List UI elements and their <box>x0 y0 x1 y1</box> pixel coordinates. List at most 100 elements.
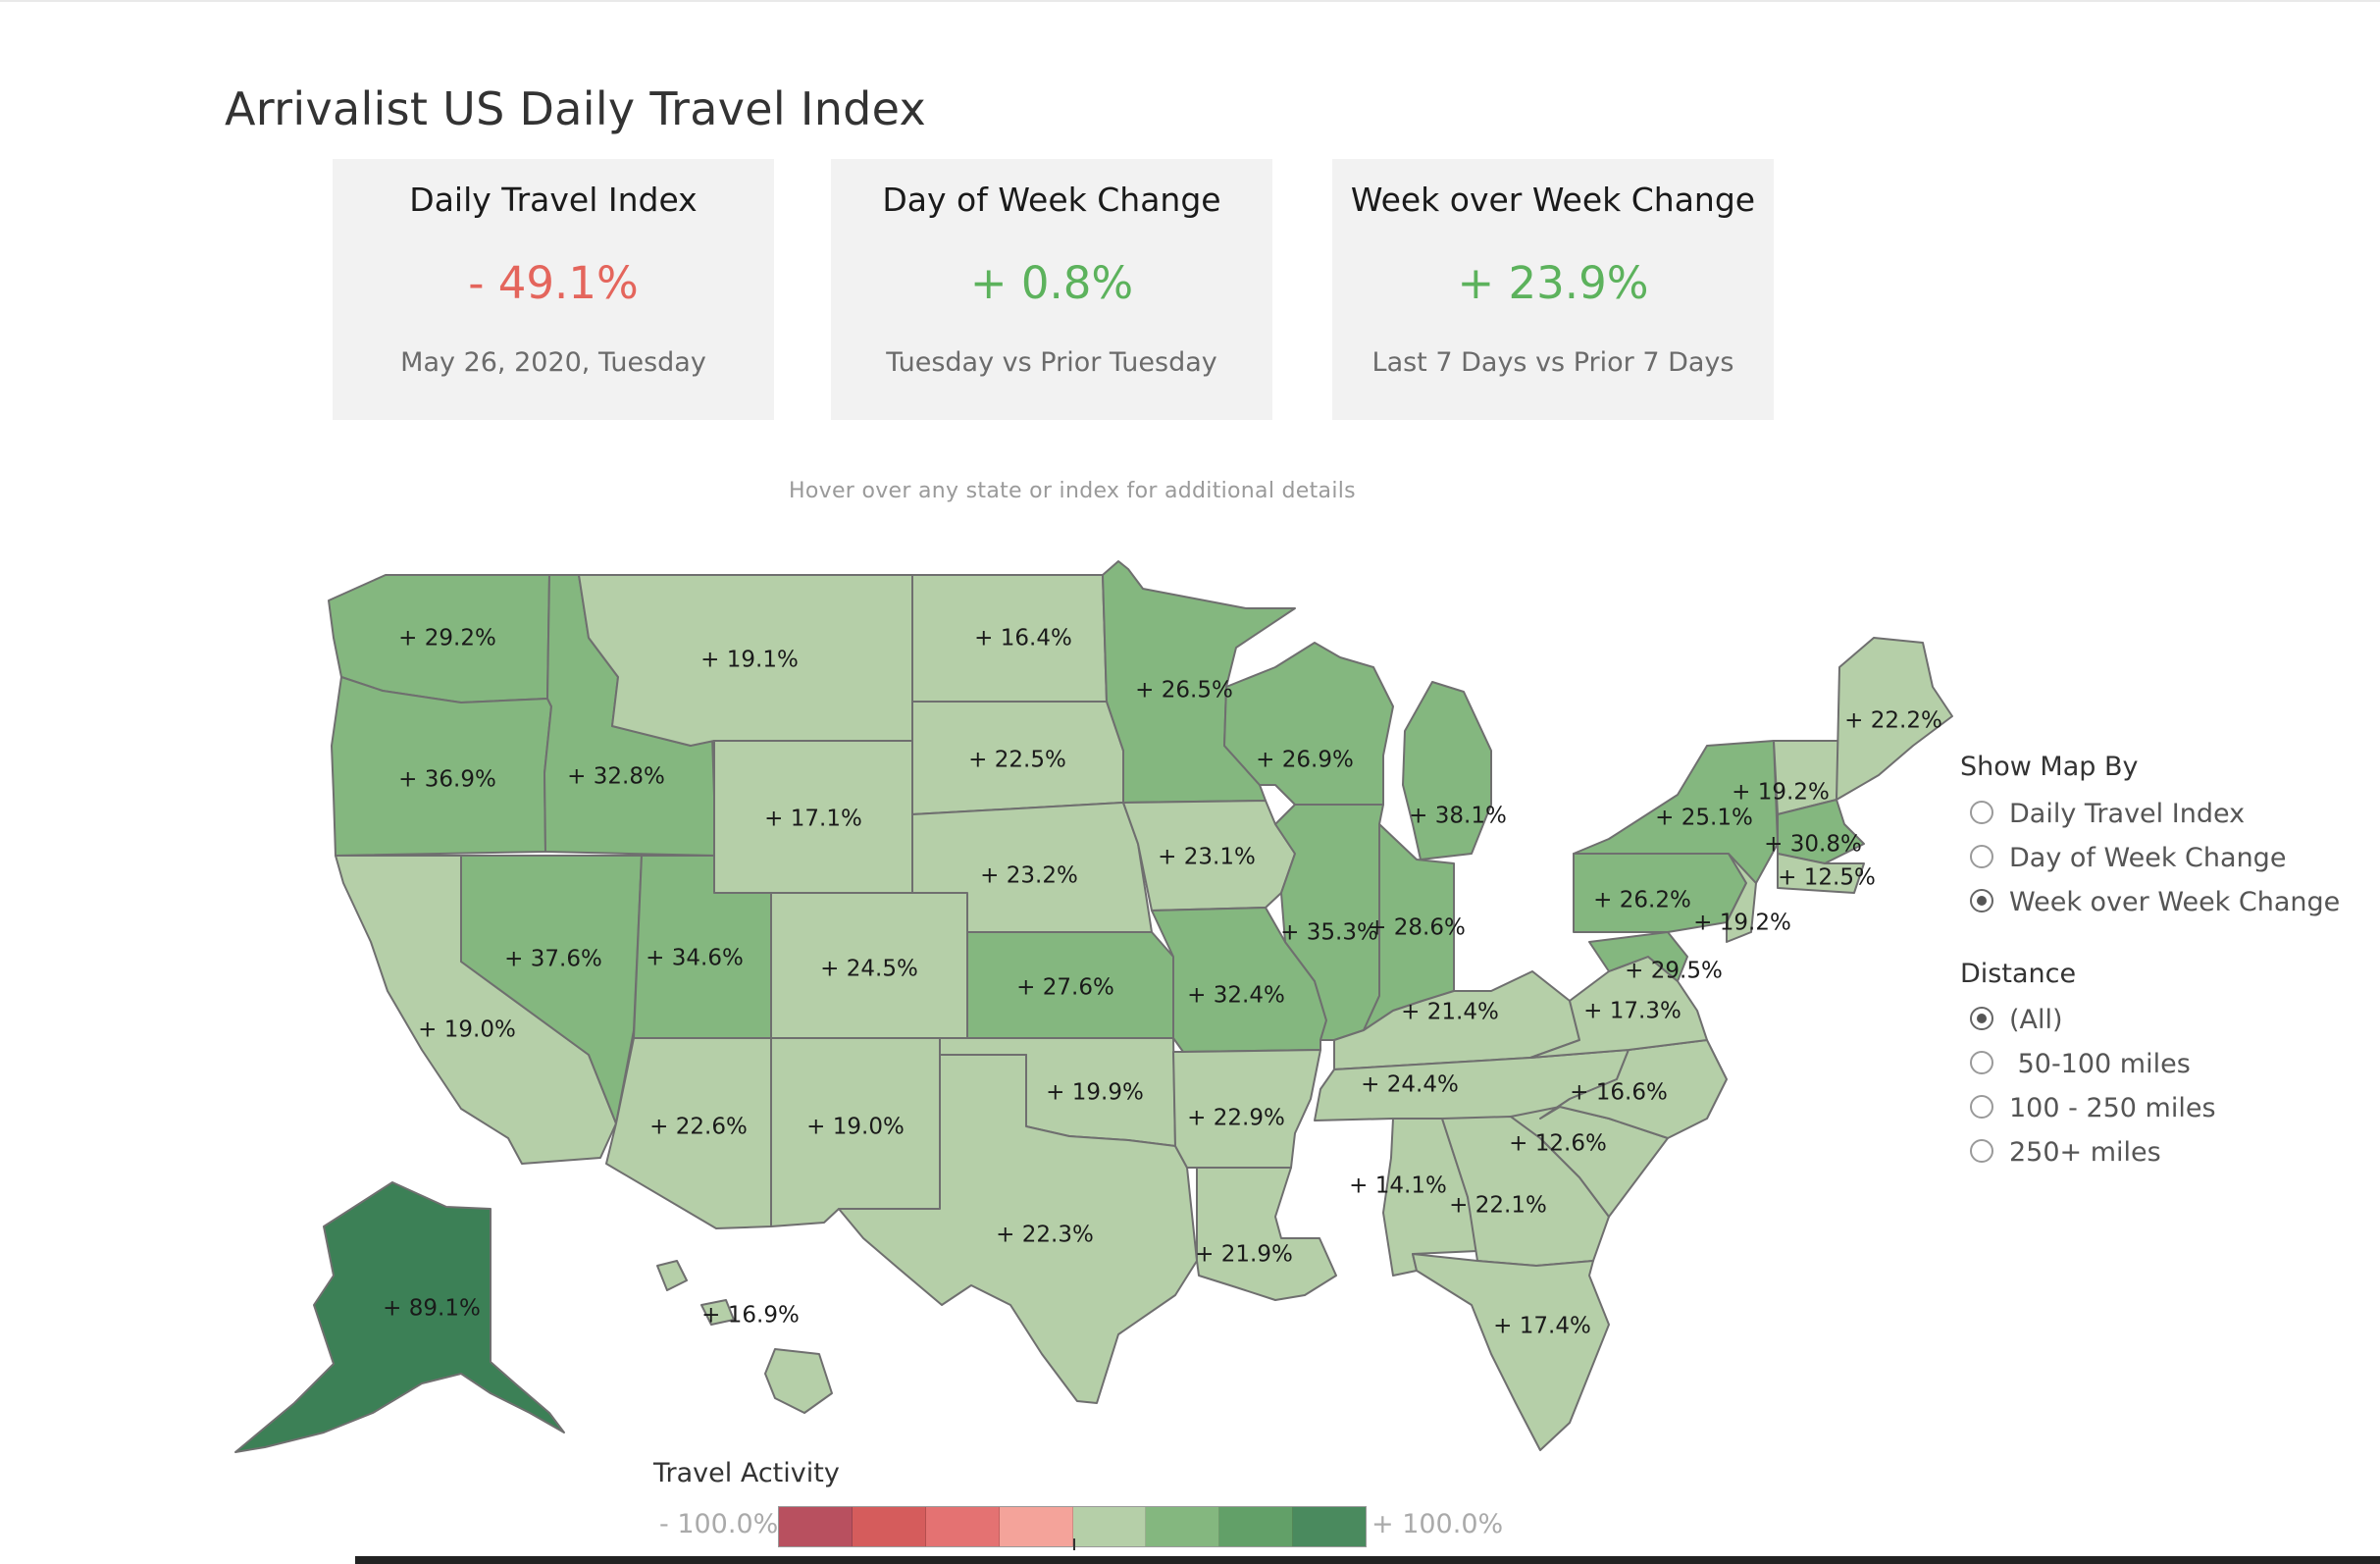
radio-label: Week over Week Change <box>2009 887 2341 917</box>
state-label-ny: + 25.1% <box>1655 806 1753 831</box>
state-label-sd: + 22.5% <box>968 748 1066 773</box>
state-label-va: + 17.3% <box>1583 999 1682 1024</box>
state-label-nd: + 16.4% <box>974 626 1072 652</box>
state-label-wy: + 17.1% <box>764 807 862 832</box>
state-ak[interactable] <box>234 1181 565 1453</box>
legend-swatch-0 <box>779 1507 853 1546</box>
state-label-nm: + 19.0% <box>806 1115 905 1140</box>
state-label-ak: + 89.1% <box>383 1296 481 1322</box>
legend-swatch-5 <box>1146 1507 1220 1546</box>
state-label-ar: + 22.9% <box>1187 1106 1285 1131</box>
state-label-sc: + 12.6% <box>1509 1131 1607 1157</box>
hover-hint: Hover over any state or index for additi… <box>789 479 1356 503</box>
legend-max-label: + 100.0% <box>1371 1509 1504 1539</box>
state-nc[interactable] <box>1539 1039 1728 1139</box>
kpi-daily-travel-index[interactable]: Daily Travel Index - 49.1% May 26, 2020,… <box>333 159 774 420</box>
state-label-ky: + 21.4% <box>1401 1000 1499 1025</box>
state-label-mn: + 26.5% <box>1135 678 1233 704</box>
state-label-ma: + 30.8% <box>1764 832 1862 858</box>
state-la[interactable] <box>1196 1167 1337 1301</box>
state-label-ct: + 12.5% <box>1778 865 1876 891</box>
kpi-week-over-week-change[interactable]: Week over Week Change + 23.9% Last 7 Day… <box>1332 159 1774 420</box>
state-label-md: + 29.5% <box>1625 959 1723 984</box>
legend-swatch-2 <box>925 1507 1000 1546</box>
page-title: Arrivalist US Daily Travel Index <box>225 82 926 135</box>
radio-circle[interactable] <box>1970 1051 1993 1074</box>
state-fl[interactable] <box>1412 1253 1610 1451</box>
radio-circle[interactable] <box>1970 1095 1993 1119</box>
kpi-subtitle: May 26, 2020, Tuesday <box>400 347 706 378</box>
legend-min-label: - 100.0% <box>659 1509 779 1539</box>
legend-swatch-7 <box>1293 1507 1366 1546</box>
state-label-ca: + 19.0% <box>418 1017 516 1043</box>
state-me[interactable] <box>1836 637 1953 801</box>
state-label-nc: + 16.6% <box>1570 1080 1668 1106</box>
state-hi[interactable] <box>656 1260 833 1414</box>
radio-label: 50-100 miles <box>2009 1049 2191 1079</box>
top-divider <box>0 0 2380 2</box>
state-tx[interactable] <box>838 1054 1198 1404</box>
radio-label: Daily Travel Index <box>2009 799 2246 829</box>
radio-circle[interactable] <box>1970 845 1993 868</box>
state-label-in: + 28.6% <box>1368 915 1466 941</box>
state-label-il: + 35.3% <box>1280 920 1378 946</box>
state-mi[interactable] <box>1402 681 1492 860</box>
kpi-title: Day of Week Change <box>882 181 1221 219</box>
state-label-ks: + 27.6% <box>1016 975 1114 1001</box>
radio-label: Day of Week Change <box>2009 843 2287 873</box>
kpi-subtitle: Last 7 Days vs Prior 7 Days <box>1371 347 1734 378</box>
kpi-subtitle: Tuesday vs Prior Tuesday <box>886 347 1217 378</box>
state-label-mi: + 38.1% <box>1409 804 1507 829</box>
state-ct[interactable] <box>1777 853 1865 894</box>
state-label-az: + 22.6% <box>649 1115 748 1140</box>
radio-circle[interactable] <box>1970 889 1993 912</box>
state-label-hi: + 16.9% <box>701 1303 800 1329</box>
color-scale-legend <box>778 1506 1367 1547</box>
show-map-by-heading: Show Map By <box>1960 752 2139 782</box>
bottom-scrollbar[interactable] <box>355 1556 2380 1564</box>
radio-circle[interactable] <box>1970 1007 1993 1030</box>
radio-label: 250+ miles <box>2009 1137 2161 1168</box>
state-label-tn: + 24.4% <box>1361 1072 1459 1098</box>
state-label-ut: + 34.6% <box>646 946 744 971</box>
kpi-value: + 23.9% <box>1457 257 1649 309</box>
state-label-me: + 22.2% <box>1844 708 1942 734</box>
state-ky[interactable] <box>1333 970 1580 1070</box>
state-label-ga: + 22.1% <box>1449 1193 1547 1219</box>
radio-label: 100 - 250 miles <box>2009 1093 2216 1123</box>
state-label-tx: + 22.3% <box>996 1223 1094 1248</box>
distance-heading: Distance <box>1960 959 2077 989</box>
state-label-or: + 36.9% <box>398 767 496 793</box>
state-label-ia: + 23.1% <box>1158 845 1256 870</box>
radio-circle[interactable] <box>1970 801 1993 824</box>
radio-label: (All) <box>2009 1005 2063 1035</box>
radio-circle[interactable] <box>1970 1139 1993 1163</box>
state-label-mo: + 32.4% <box>1187 983 1285 1009</box>
kpi-value: + 0.8% <box>969 257 1134 309</box>
kpi-day-of-week-change[interactable]: Day of Week Change + 0.8% Tuesday vs Pri… <box>831 159 1272 420</box>
state-label-fl: + 17.4% <box>1493 1314 1591 1339</box>
state-label-la: + 21.9% <box>1195 1242 1293 1268</box>
state-label-wa: + 29.2% <box>398 626 496 652</box>
kpi-value: - 49.1% <box>468 257 639 309</box>
legend-swatch-4 <box>1072 1507 1147 1546</box>
state-wi[interactable] <box>1223 642 1394 806</box>
kpi-title: Week over Week Change <box>1350 181 1756 219</box>
state-label-nv: + 37.6% <box>504 947 602 972</box>
legend-swatch-1 <box>852 1507 926 1546</box>
kpi-title: Daily Travel Index <box>409 181 698 219</box>
state-label-ok: + 19.9% <box>1046 1080 1144 1106</box>
legend-swatch-6 <box>1219 1507 1294 1546</box>
legend-zero-tick <box>1073 1538 1075 1550</box>
state-label-id: + 32.8% <box>567 764 665 790</box>
state-label-al: + 14.1% <box>1349 1173 1447 1199</box>
legend-title: Travel Activity <box>653 1458 840 1488</box>
state-label-pa: + 26.2% <box>1593 888 1691 913</box>
state-label-wi: + 26.9% <box>1256 748 1354 773</box>
legend-swatch-3 <box>999 1507 1073 1546</box>
state-label-vt: + 19.2% <box>1732 780 1830 806</box>
state-label-co: + 24.5% <box>820 957 918 982</box>
state-label-nj: + 19.2% <box>1693 911 1791 936</box>
state-label-mt: + 19.1% <box>700 648 799 673</box>
